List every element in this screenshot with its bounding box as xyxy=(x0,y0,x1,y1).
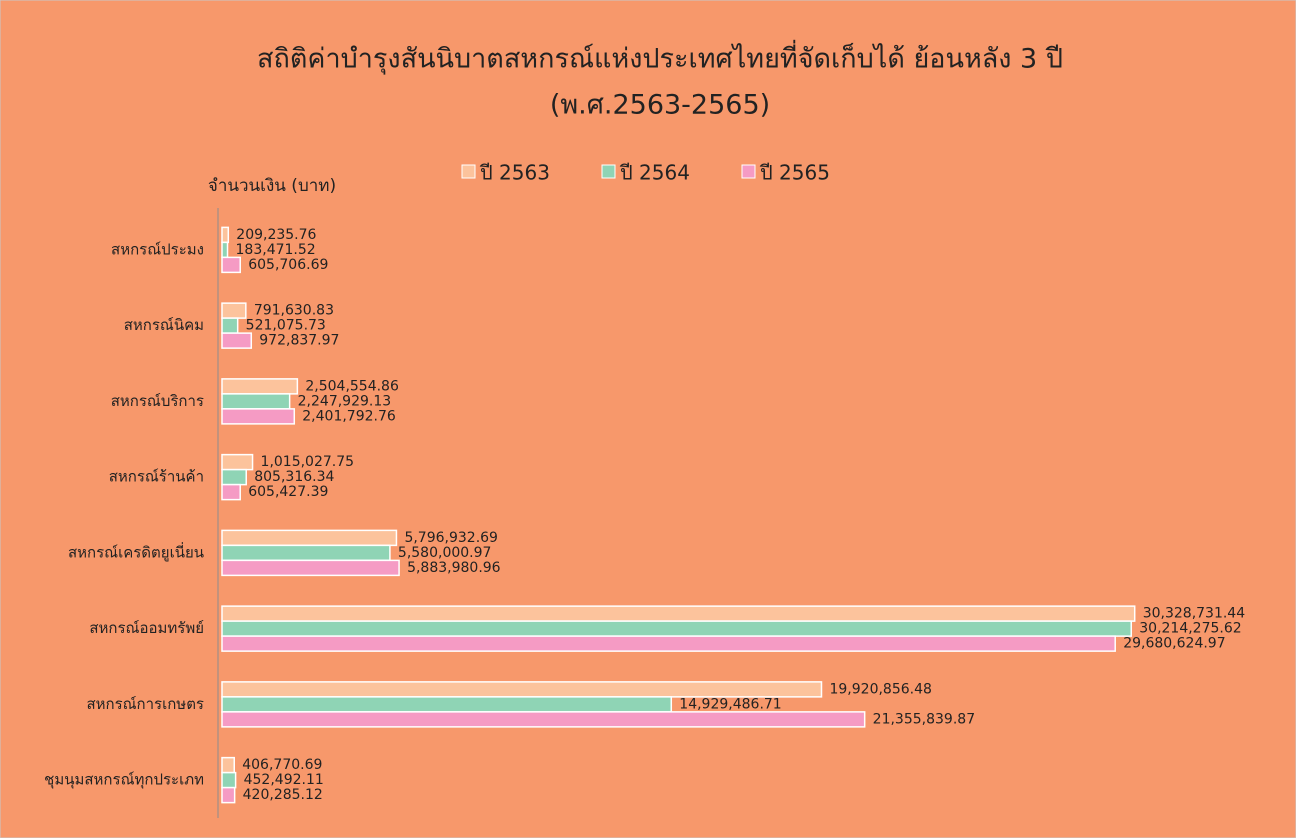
legend-swatch xyxy=(461,164,476,179)
data-label: 29,680,624.97 xyxy=(1123,636,1225,652)
y-tick-label: สหกรณ์บริการ xyxy=(111,392,204,410)
bar xyxy=(221,241,229,259)
bar xyxy=(221,393,291,410)
chart-title: สถิติค่าบำรุงสันนิบาตสหกรณ์แห่งประเทศไทย… xyxy=(257,40,1063,76)
bar xyxy=(221,559,400,577)
data-label: 605,706.69 xyxy=(248,257,328,273)
data-label: 805,316.34 xyxy=(254,469,334,485)
data-label: 521,075.73 xyxy=(246,318,326,334)
bar xyxy=(221,681,823,698)
bar xyxy=(221,635,1116,652)
bar xyxy=(221,317,239,334)
y-tick-label: สหกรณ์ออมทรัพย์ xyxy=(89,619,204,637)
bar xyxy=(221,786,236,804)
y-tick-label: สหกรณ์ประมง xyxy=(111,240,204,258)
data-label: 21,355,839.87 xyxy=(873,711,975,727)
y-tick-label: สหกรณ์เครดิตยูเนี่ยน xyxy=(68,541,204,561)
bar xyxy=(221,302,247,319)
data-label: 5,883,980.96 xyxy=(407,560,501,576)
data-label: 2,504,554.86 xyxy=(305,378,399,394)
bar xyxy=(221,468,247,486)
y-tick-label: ชุมนุมสหกรณ์ทุกประเภท xyxy=(44,771,204,790)
data-label: 406,770.69 xyxy=(242,757,322,773)
data-label: 1,015,027.75 xyxy=(261,454,355,470)
data-label: 30,328,731.44 xyxy=(1143,606,1246,622)
bar xyxy=(221,453,254,471)
data-label: 452,492.11 xyxy=(244,772,324,788)
bar xyxy=(221,756,235,774)
y-tick-label: สหกรณ์นิคม xyxy=(124,316,204,334)
data-label: 791,630.83 xyxy=(254,303,334,319)
y-tick-label: สหกรณ์ร้านค้า xyxy=(109,468,204,486)
bar xyxy=(221,332,253,349)
legend-swatch xyxy=(601,164,616,179)
y-tick-label: สหกรณ์การเกษตร xyxy=(86,695,204,713)
chart-subtitle: (พ.ศ.2563-2565) xyxy=(550,90,770,121)
data-label: 972,837.97 xyxy=(259,333,339,349)
data-label: 2,247,929.13 xyxy=(298,393,392,409)
data-label: 209,235.76 xyxy=(236,227,316,243)
bar xyxy=(221,256,241,274)
legend-label: ปี 2564 xyxy=(620,161,690,185)
data-label: 5,580,000.97 xyxy=(398,545,492,561)
legend-swatch xyxy=(741,164,756,179)
data-label: 183,471.52 xyxy=(236,242,316,258)
bar xyxy=(221,711,866,728)
bar xyxy=(221,226,230,244)
bar xyxy=(221,544,391,562)
data-label: 420,285.12 xyxy=(243,787,323,803)
bar xyxy=(221,696,673,713)
bar xyxy=(221,378,299,395)
data-label: 605,427.39 xyxy=(248,484,328,500)
bar xyxy=(221,529,398,547)
data-label: 14,929,486.71 xyxy=(679,696,781,712)
bar xyxy=(221,605,1136,622)
data-label: 5,796,932.69 xyxy=(404,530,498,546)
bar xyxy=(221,483,241,501)
legend-label: ปี 2563 xyxy=(480,161,550,185)
data-label: 30,214,275.62 xyxy=(1139,621,1241,637)
bar xyxy=(221,771,237,789)
bar xyxy=(221,620,1133,637)
data-label: 2,401,792.76 xyxy=(302,408,396,424)
data-label: 19,920,856.48 xyxy=(829,681,931,697)
legend-label: ปี 2565 xyxy=(760,161,830,185)
axis-label: จำนวนเงิน (บาท) xyxy=(208,176,336,196)
bar xyxy=(221,408,296,425)
